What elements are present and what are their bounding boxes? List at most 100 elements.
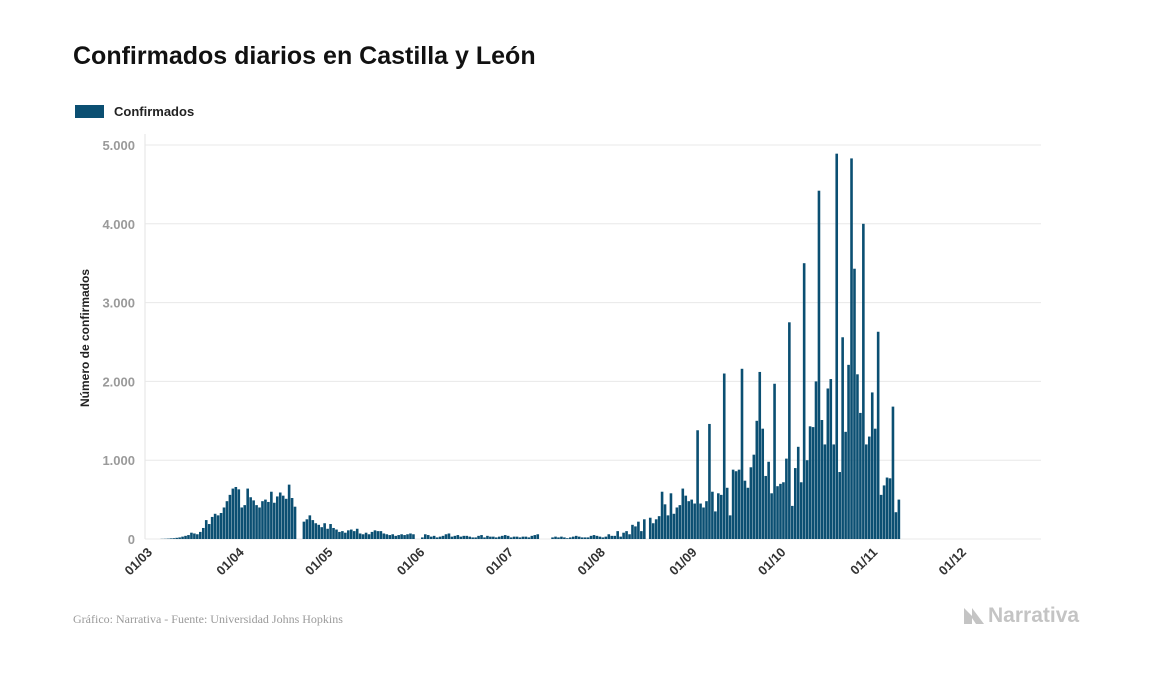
bar — [657, 516, 661, 539]
bar — [776, 486, 779, 539]
bar — [897, 499, 901, 539]
bar — [702, 507, 705, 539]
bar — [444, 534, 448, 539]
bar — [207, 524, 211, 539]
bar — [571, 536, 575, 539]
bar — [708, 423, 711, 539]
bar — [811, 427, 815, 539]
legend: Confirmados — [75, 104, 194, 119]
bar — [486, 535, 489, 539]
bar — [856, 374, 859, 539]
y-tick-label: 3.000 — [102, 296, 135, 311]
bar — [358, 533, 362, 539]
bar — [770, 493, 773, 539]
bar — [743, 480, 747, 539]
narrativa-logo-icon — [964, 608, 984, 624]
bar — [675, 507, 679, 539]
bar — [426, 535, 430, 539]
bar — [270, 491, 273, 539]
bar — [785, 458, 788, 539]
bar — [586, 537, 590, 539]
bar — [651, 523, 655, 539]
bar — [690, 499, 693, 539]
bar — [249, 497, 252, 539]
bar — [344, 532, 347, 539]
bar — [663, 504, 667, 539]
bar — [788, 322, 791, 539]
bar — [503, 535, 507, 539]
y-tick-label: 5.000 — [102, 138, 135, 153]
bar — [711, 491, 714, 539]
bar — [376, 531, 380, 539]
bar — [734, 471, 738, 539]
bar — [500, 535, 504, 539]
bar — [604, 536, 608, 539]
bar — [388, 535, 392, 539]
bar — [246, 488, 249, 539]
bar — [870, 392, 874, 539]
bar — [601, 537, 605, 539]
brand-name: Narrativa — [988, 604, 1080, 627]
bar — [554, 536, 557, 539]
bar — [660, 491, 664, 539]
bar — [589, 535, 593, 539]
bar — [894, 512, 898, 539]
bar — [722, 373, 726, 539]
bar — [468, 536, 471, 539]
bar — [850, 158, 853, 539]
bar — [237, 489, 241, 539]
bar — [622, 532, 625, 539]
bar — [406, 534, 409, 539]
bar — [397, 535, 400, 539]
bar — [382, 533, 386, 539]
bar — [566, 538, 569, 539]
bar — [341, 531, 344, 539]
bar — [882, 485, 886, 539]
x-tick-label: 01/04 — [213, 544, 247, 578]
bar — [817, 190, 821, 539]
bar — [314, 523, 318, 539]
bar — [865, 444, 868, 539]
bar — [284, 498, 288, 539]
bar — [225, 501, 229, 539]
bar — [184, 535, 187, 539]
bar — [808, 426, 812, 539]
bar — [879, 494, 883, 539]
bar — [634, 526, 637, 539]
bar — [320, 527, 323, 539]
bar — [222, 507, 226, 539]
bar — [521, 536, 525, 539]
bar — [480, 535, 483, 539]
bar — [533, 535, 537, 539]
bar — [432, 535, 436, 539]
bar — [669, 493, 673, 539]
x-tick-label: 01/09 — [666, 545, 700, 579]
bar — [492, 536, 495, 539]
bar — [219, 513, 223, 539]
bar — [252, 500, 255, 539]
bar — [791, 505, 794, 539]
brand-logo: Narrativa — [963, 604, 1079, 628]
bar — [361, 534, 365, 539]
bar — [779, 483, 782, 539]
bar — [190, 532, 193, 539]
x-tick-label: 01/10 — [755, 545, 789, 579]
bar — [349, 529, 353, 539]
bar — [844, 431, 847, 539]
bar — [258, 507, 261, 539]
bar — [409, 533, 412, 539]
bar — [323, 523, 326, 539]
bar — [447, 533, 451, 539]
bar — [793, 468, 797, 539]
bar — [187, 535, 190, 539]
bar — [773, 383, 776, 539]
x-tick-label: 01/12 — [936, 545, 970, 579]
bar — [592, 535, 596, 539]
bar — [616, 531, 619, 539]
bar — [281, 495, 285, 539]
bar — [367, 534, 371, 539]
bar — [438, 536, 442, 539]
bar — [483, 537, 486, 539]
bar — [308, 515, 312, 539]
bar — [888, 478, 892, 539]
